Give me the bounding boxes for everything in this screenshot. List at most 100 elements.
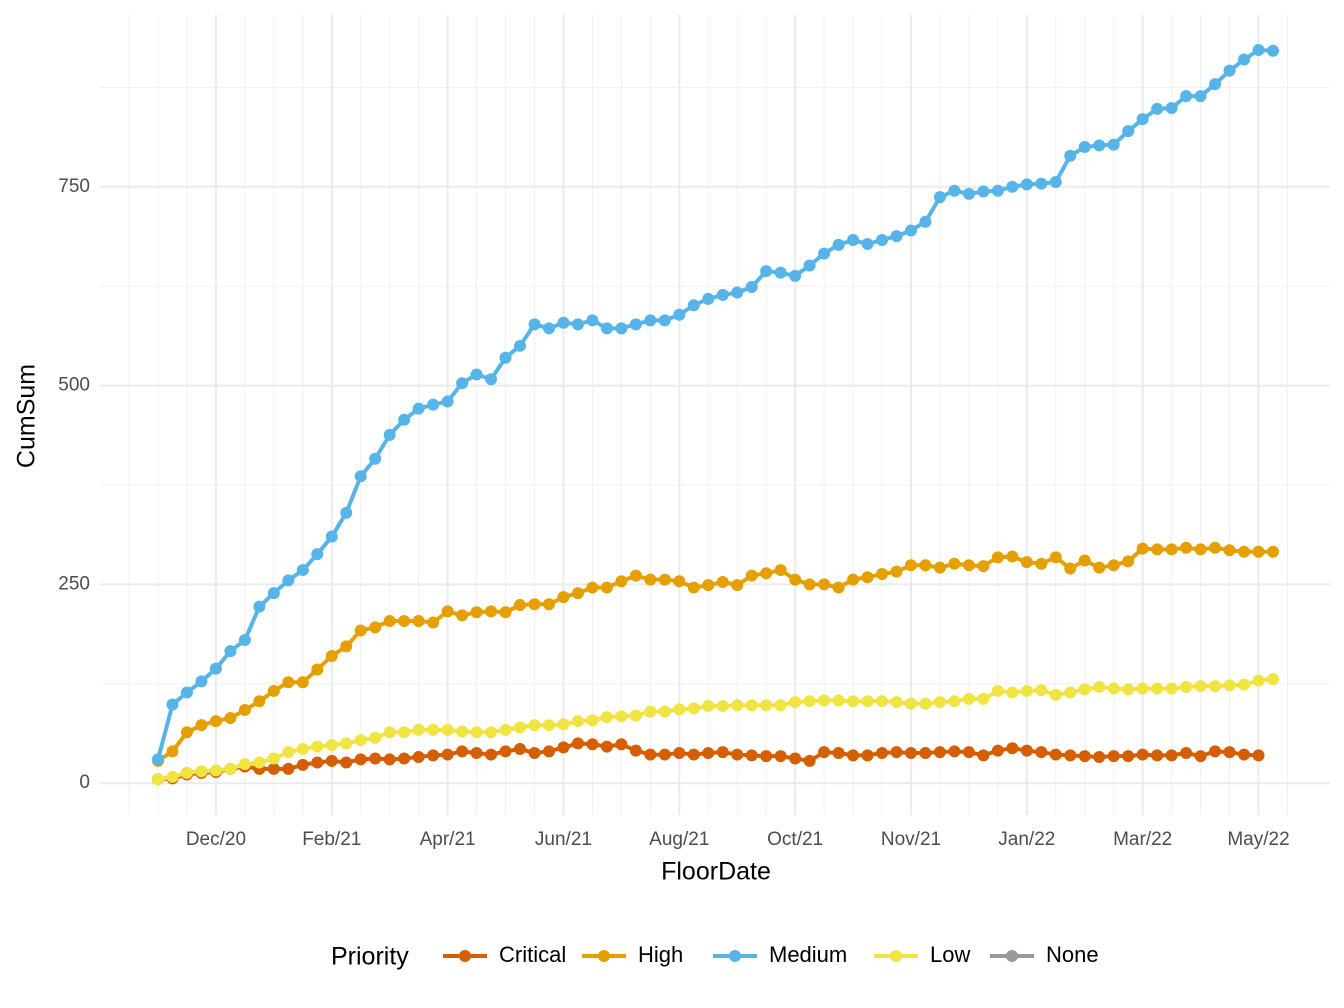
- legend-key-point: [1006, 950, 1018, 962]
- y-axis-title: CumSum: [13, 364, 41, 468]
- data-point: [586, 738, 599, 751]
- data-point: [441, 395, 454, 408]
- data-point: [1151, 682, 1164, 695]
- data-point: [1107, 750, 1120, 763]
- data-point: [557, 591, 570, 604]
- data-point: [1151, 543, 1164, 556]
- data-point: [571, 715, 584, 728]
- data-point: [1006, 550, 1019, 563]
- data-point: [369, 752, 382, 765]
- data-point: [557, 718, 570, 731]
- data-point: [1064, 686, 1077, 699]
- x-tick-label: Oct/21: [767, 829, 823, 850]
- data-point: [774, 750, 787, 763]
- data-point: [1020, 178, 1033, 191]
- data-point: [571, 318, 584, 331]
- data-point: [876, 746, 889, 759]
- data-point: [253, 695, 266, 708]
- data-point: [369, 452, 382, 465]
- data-point: [1035, 177, 1048, 190]
- data-point: [427, 749, 440, 762]
- data-point: [514, 721, 527, 734]
- data-point: [267, 684, 280, 697]
- data-point: [1093, 139, 1106, 152]
- data-point: [1078, 141, 1091, 154]
- data-point: [470, 726, 483, 739]
- x-tick-label: Jan/22: [998, 829, 1055, 850]
- data-point: [876, 695, 889, 708]
- legend-label: None: [1046, 942, 1099, 967]
- data-point: [296, 564, 309, 577]
- x-tick-label: Aug/21: [649, 829, 709, 850]
- data-point: [180, 726, 193, 739]
- data-point: [1093, 561, 1106, 574]
- data-point: [977, 560, 990, 573]
- data-point: [1107, 559, 1120, 572]
- data-point: [369, 731, 382, 744]
- data-point: [1006, 180, 1019, 193]
- data-point: [948, 745, 961, 758]
- data-point: [224, 645, 237, 658]
- data-point: [470, 606, 483, 619]
- data-point: [702, 579, 715, 592]
- data-point: [1035, 557, 1048, 570]
- data-point: [702, 292, 715, 305]
- data-point: [745, 280, 758, 293]
- grid: [100, 15, 1330, 815]
- data-point: [542, 598, 555, 611]
- data-point: [919, 746, 932, 759]
- data-point: [383, 726, 396, 739]
- legend-label: Low: [930, 942, 970, 967]
- data-point: [586, 714, 599, 727]
- legend-title: Priority: [331, 943, 409, 971]
- legend-key-point: [729, 950, 741, 962]
- data-point: [354, 753, 367, 766]
- series: [152, 43, 1279, 766]
- data-point: [296, 742, 309, 755]
- data-point: [456, 745, 469, 758]
- data-point: [832, 238, 845, 251]
- data-point: [1078, 554, 1091, 567]
- data-point: [1267, 44, 1279, 57]
- data-point: [948, 184, 961, 197]
- data-point: [644, 314, 657, 327]
- data-point: [789, 752, 802, 765]
- data-point: [1122, 125, 1135, 138]
- data-point: [166, 698, 179, 711]
- data-point: [731, 579, 744, 592]
- data-point: [383, 428, 396, 441]
- data-point: [195, 719, 208, 732]
- data-point: [890, 230, 903, 243]
- x-tick-label: Nov/21: [881, 829, 941, 850]
- data-point: [687, 581, 700, 594]
- data-point: [1238, 53, 1251, 66]
- legend-label: Critical: [499, 942, 566, 967]
- data-point: [1165, 749, 1178, 762]
- data-point: [340, 640, 353, 653]
- data-point: [238, 704, 251, 717]
- data-point: [919, 215, 932, 228]
- x-tick-label: Mar/22: [1113, 829, 1172, 850]
- data-point: [209, 662, 222, 675]
- data-point: [600, 581, 613, 594]
- data-point: [542, 745, 555, 758]
- data-point: [818, 578, 831, 591]
- data-point: [427, 616, 440, 629]
- data-point: [441, 723, 454, 736]
- data-point: [1093, 680, 1106, 693]
- data-point: [296, 676, 309, 689]
- data-point: [1006, 686, 1019, 699]
- data-point: [644, 573, 657, 586]
- data-point: [876, 568, 889, 581]
- data-point: [1136, 682, 1149, 695]
- data-point: [890, 565, 903, 578]
- data-point: [557, 741, 570, 754]
- data-point: [774, 266, 787, 279]
- data-point: [919, 559, 932, 572]
- data-point: [904, 224, 917, 237]
- data-point: [1238, 678, 1251, 691]
- data-point: [398, 413, 411, 426]
- data-point: [687, 702, 700, 715]
- data-point: [499, 745, 512, 758]
- data-point: [1252, 545, 1265, 558]
